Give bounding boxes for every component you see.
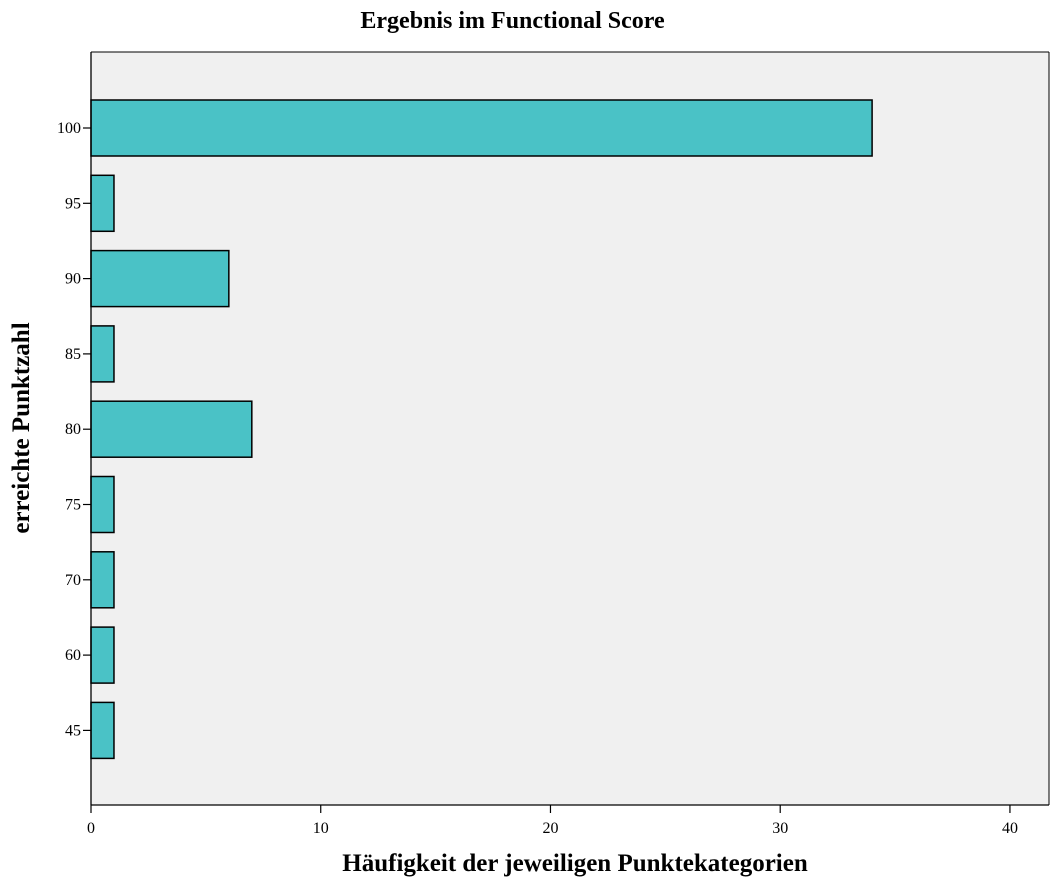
bars-group — [90, 99, 873, 760]
bar — [90, 400, 253, 458]
bar — [90, 249, 230, 308]
bar — [90, 475, 115, 534]
y-tick-label: 90 — [65, 271, 81, 288]
x-tick-label: 30 — [772, 820, 788, 837]
y-tick-label: 70 — [65, 572, 81, 589]
y-tick-label: 100 — [57, 120, 81, 137]
bar — [90, 701, 115, 760]
x-tick-label: 0 — [87, 820, 95, 837]
x-tick-label: 20 — [542, 820, 558, 837]
y-tick-label: 85 — [65, 346, 81, 363]
y-tick-label: 95 — [65, 195, 81, 212]
bar — [90, 99, 873, 157]
y-tick-label: 75 — [65, 497, 81, 514]
axes-group: 100 95 90 85 80 75 70 60 45 0 10 20 30 40 — [57, 51, 1050, 837]
bar — [90, 174, 115, 233]
bar — [90, 626, 115, 684]
bar — [90, 551, 115, 609]
y-tick-label: 45 — [65, 722, 81, 739]
chart-title: Ergebnis im Functional Score — [360, 8, 665, 34]
x-axis-label: Häufigkeit der jeweiligen Punktekategori… — [342, 850, 808, 877]
y-tick-label: 60 — [65, 647, 81, 664]
x-tick-label: 10 — [313, 820, 329, 837]
bar — [90, 325, 115, 383]
y-tick-label: 80 — [65, 421, 81, 438]
x-tick-label: 40 — [1002, 820, 1018, 837]
